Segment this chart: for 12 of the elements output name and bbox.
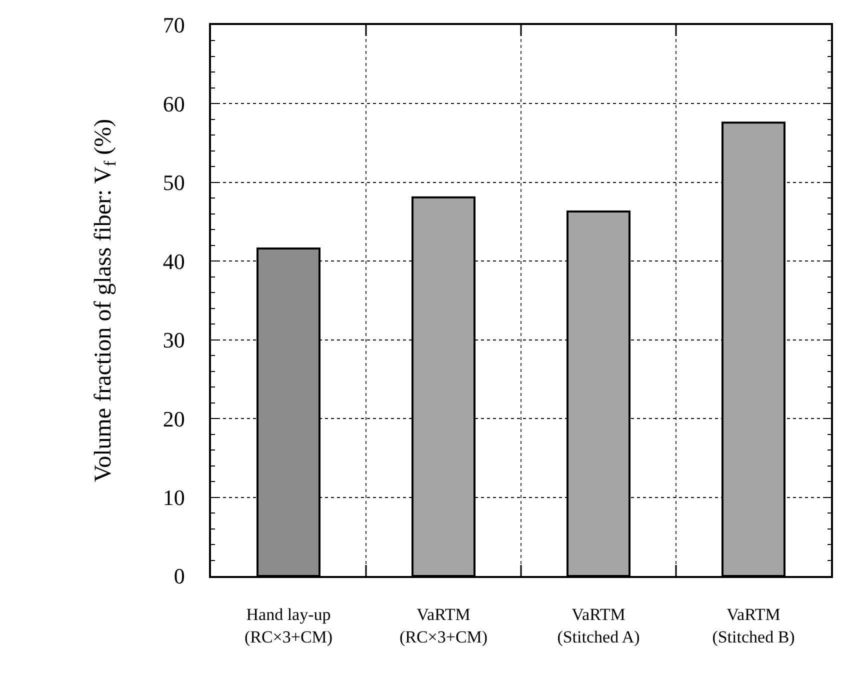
y-tick-label: 70 (162, 12, 185, 38)
x-tick-label: VaRTM (Stitched B) (712, 605, 795, 646)
x-tick-label: VaRTM (Stitched A) (557, 605, 640, 646)
y-tick-label: 50 (162, 170, 185, 196)
y-tick-label: 30 (162, 328, 185, 353)
y-tick-label: 40 (162, 248, 185, 274)
x-tick-label: Hand lay-up (RC×3+CM) (244, 605, 333, 646)
y-tick-label: 20 (162, 406, 185, 432)
y-tick-label: 0 (174, 564, 185, 589)
y-tick-label: 10 (162, 484, 185, 510)
x-tick-label: VaRTM (RC×3+CM) (399, 605, 488, 646)
y-tick-label: 60 (162, 91, 185, 116)
